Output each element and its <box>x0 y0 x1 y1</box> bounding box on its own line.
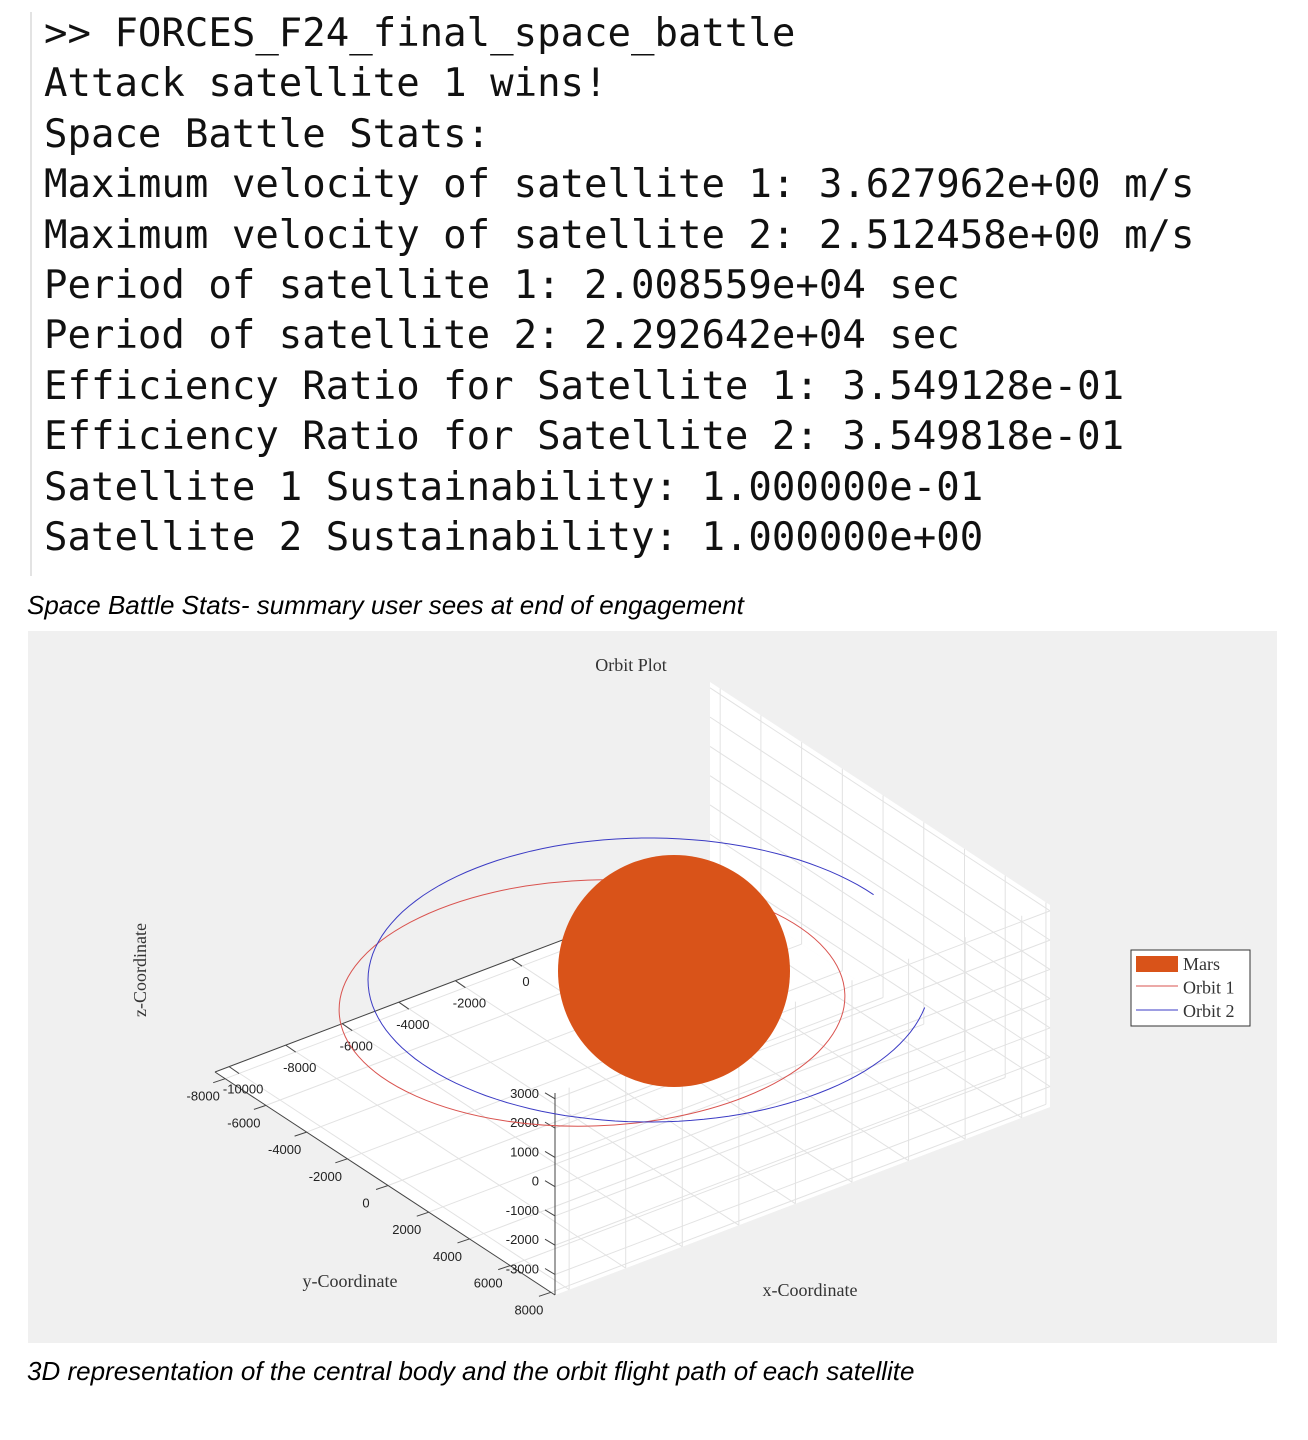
y-tick-label: -8000 <box>187 1089 220 1104</box>
grid-line <box>428 1023 924 1213</box>
y-tick-label: 4000 <box>433 1249 462 1264</box>
grid-line <box>228 1066 570 1291</box>
grid-line <box>554 939 1051 1129</box>
y-axis-label: y-Coordinate <box>303 1271 398 1291</box>
grid-line <box>554 1056 1051 1246</box>
x-tick <box>398 1001 410 1010</box>
legend-label: Orbit 1 <box>1183 978 1235 998</box>
x-tick-label: -8000 <box>283 1060 316 1075</box>
legend: Mars Orbit 1 Orbit 2 <box>1130 949 1251 1027</box>
terminal-line: Satellite 2 Sustainability: 1.000000e+00 <box>44 515 984 560</box>
x-tick <box>228 1066 240 1075</box>
terminal-line: Maximum velocity of satellite 2: 2.51245… <box>44 212 1195 258</box>
z-tick-label: 2000 <box>510 1115 539 1130</box>
y-tick-label: -2000 <box>309 1169 342 1184</box>
y-tick <box>253 1104 267 1110</box>
grid-line <box>554 998 1051 1188</box>
grid-line <box>554 968 1051 1158</box>
grid-line <box>285 1044 626 1269</box>
terminal-line: >> FORCES_F24_final_space_battle <box>44 11 796 56</box>
orbit-1-path <box>338 879 846 1127</box>
x-tick-label: -10000 <box>223 1082 263 1097</box>
z-tick <box>544 1268 556 1275</box>
z-tick <box>544 1238 556 1246</box>
z-tick <box>544 1209 556 1217</box>
legend-label: Mars <box>1183 954 1220 974</box>
x-tick <box>511 958 523 967</box>
x-tick <box>285 1044 297 1053</box>
orbit-plot: -10000-8000-6000-4000-20000200040006000-… <box>130 655 1251 1317</box>
x-tick-label: -6000 <box>340 1039 373 1054</box>
grid-line <box>342 1023 683 1248</box>
grid-line <box>469 1050 965 1240</box>
z-tick-label: -1000 <box>506 1203 539 1218</box>
x-tick-label: -4000 <box>396 1017 429 1032</box>
plot-title: Orbit Plot <box>595 655 667 675</box>
z-tick <box>544 1092 556 1100</box>
y-tick <box>457 1238 470 1244</box>
z-tick <box>544 1180 556 1188</box>
grid-line <box>554 1086 1051 1275</box>
terminal-line: Attack satellite 1 wins! <box>44 61 608 107</box>
stats-caption: Space Battle Stats- summary user sees at… <box>27 590 744 620</box>
terminal-line: Efficiency Ratio for Satellite 2: 3.5498… <box>44 414 1125 460</box>
y-tick-label: 2000 <box>392 1222 421 1237</box>
orbit-2-path <box>367 837 926 1123</box>
y-tick-label: 6000 <box>474 1276 503 1291</box>
y-tick-label: -4000 <box>268 1142 301 1157</box>
y-tick <box>416 1211 429 1217</box>
z-tick-label: 3000 <box>510 1086 539 1101</box>
terminal-line: Efficiency Ratio for Satellite 1: 3.5491… <box>44 363 1125 409</box>
x-tick <box>341 1023 353 1032</box>
y-axis-line <box>214 1071 556 1296</box>
plot-caption: 3D representation of the central body an… <box>27 1356 915 1386</box>
y-tick-label: -6000 <box>227 1115 260 1130</box>
grid-line <box>550 1103 1047 1293</box>
grid-line <box>455 980 796 1205</box>
x-tick-label: 0 <box>522 974 529 989</box>
legend-swatch-mars <box>1136 956 1178 972</box>
mars-sphere <box>558 855 790 1087</box>
y-tick-label: 8000 <box>514 1302 543 1317</box>
z-tick-label: 0 <box>532 1174 539 1189</box>
grid-line <box>554 1027 1051 1217</box>
orbit-plot-figure: -10000-8000-6000-4000-20000200040006000-… <box>28 631 1277 1343</box>
grid-line <box>510 1077 1006 1267</box>
y-tick <box>498 1265 511 1271</box>
terminal-output: >> FORCES_F24_final_space_battle Attack s… <box>30 12 1302 576</box>
terminal-line: Satellite 1 Sustainability: 1.000000e-01 <box>44 464 984 510</box>
terminal-line: Period of satellite 1: 2.008559e+04 sec <box>44 263 960 308</box>
y-tick <box>335 1158 348 1164</box>
y-tick <box>294 1131 307 1137</box>
z-tick-label: -3000 <box>506 1262 539 1277</box>
grid-line <box>709 687 1051 912</box>
terminal-line: Maximum velocity of satellite 1: 3.62796… <box>44 162 1195 208</box>
terminal-line: Space Battle Stats: <box>44 111 491 157</box>
x-axis-label: x-Coordinate <box>763 1280 858 1300</box>
y-tick <box>538 1291 552 1297</box>
grid-line <box>387 997 884 1186</box>
terminal-line: Period of satellite 2: 2.292642e+04 sec <box>44 313 960 359</box>
z-tick-label: 1000 <box>510 1144 539 1159</box>
grid-line <box>709 716 1051 941</box>
legend-label: Orbit 2 <box>1183 1001 1235 1021</box>
y-tick <box>375 1185 389 1190</box>
x-tick-label: -2000 <box>453 996 486 1011</box>
grid-line <box>398 1001 740 1226</box>
y-tick <box>213 1078 226 1084</box>
x-tick <box>455 980 466 989</box>
z-axis-label: z-Coordinate <box>130 923 150 1017</box>
z-tick <box>544 1150 556 1158</box>
y-tick-label: 0 <box>362 1196 369 1211</box>
z-tick-label: -2000 <box>506 1232 539 1247</box>
